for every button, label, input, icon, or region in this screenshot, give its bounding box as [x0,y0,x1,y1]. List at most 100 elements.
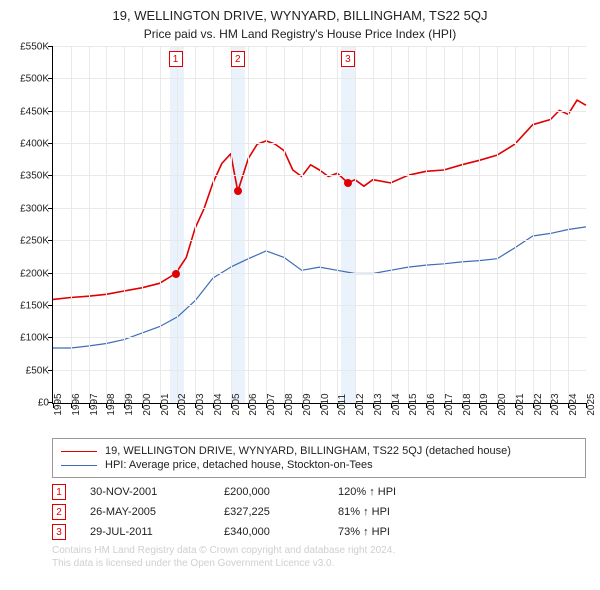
x-gridline [302,47,303,403]
y-axis-label: £0 [38,398,49,409]
legend-box: 19, WELLINGTON DRIVE, WYNYARD, BILLINGHA… [52,438,586,478]
transaction-date: 26-MAY-2005 [90,506,200,518]
marker-flag: 2 [231,51,245,67]
x-gridline [444,47,445,403]
y-axis-label: £50K [26,365,49,376]
x-gridline [177,47,178,403]
x-axis-label: 1998 [106,393,117,415]
y-axis-label: £350K [20,171,49,182]
legend-swatch [61,465,97,466]
x-axis-label: 1997 [89,393,100,415]
x-axis-label: 2021 [515,393,526,415]
x-gridline [320,47,321,403]
transaction-flag: 1 [52,484,66,500]
x-gridline [550,47,551,403]
footer: Contains HM Land Registry data © Crown c… [52,544,586,570]
legend-label: HPI: Average price, detached house, Stoc… [105,459,373,471]
y-axis-label: £500K [20,74,49,85]
x-axis-label: 2000 [142,393,153,415]
title-block: 19, WELLINGTON DRIVE, WYNYARD, BILLINGHA… [0,0,600,41]
chart-area: £0£50K£100K£150K£200K£250K£300K£350K£400… [52,47,586,404]
transaction-ratio: 73% ↑ HPI [338,526,448,538]
x-gridline [408,47,409,403]
x-axis-label: 2016 [426,393,437,415]
x-gridline [497,47,498,403]
transaction-flag: 3 [52,524,66,540]
x-axis-label: 1995 [53,393,64,415]
y-axis-label: £250K [20,236,49,247]
x-gridline [106,47,107,403]
x-gridline [373,47,374,403]
x-axis-label: 2009 [302,393,313,415]
x-gridline [568,47,569,403]
transactions-table: 130-NOV-2001£200,000120% ↑ HPI226-MAY-20… [52,484,586,540]
x-axis-label: 2022 [533,393,544,415]
x-gridline [71,47,72,403]
transaction-date: 29-JUL-2011 [90,526,200,538]
price-marker [172,270,180,278]
x-axis-label: 2025 [586,393,597,415]
x-gridline [160,47,161,403]
y-axis-label: £400K [20,139,49,150]
x-axis-label: 2004 [213,393,224,415]
x-axis-label: 2014 [391,393,402,415]
transaction-ratio: 120% ↑ HPI [338,486,448,498]
y-axis-label: £200K [20,268,49,279]
x-axis-label: 2011 [337,394,348,416]
marker-flag: 1 [169,51,183,67]
x-axis-label: 2023 [550,393,561,415]
x-gridline [231,47,232,403]
x-gridline [355,47,356,403]
x-gridline [266,47,267,403]
legend-label: 19, WELLINGTON DRIVE, WYNYARD, BILLINGHA… [105,445,511,457]
x-axis-label: 2018 [462,393,473,415]
x-axis-label: 2020 [497,393,508,415]
x-gridline [89,47,90,403]
transaction-date: 30-NOV-2001 [90,486,200,498]
x-axis-label: 2012 [355,393,366,415]
transaction-row: 226-MAY-2005£327,22581% ↑ HPI [52,504,586,520]
x-gridline [142,47,143,403]
x-axis-label: 2005 [231,393,242,415]
x-axis-label: 2002 [177,393,188,415]
price-marker [234,187,242,195]
y-axis-label: £150K [20,300,49,311]
chart-container: 19, WELLINGTON DRIVE, WYNYARD, BILLINGHA… [0,0,600,590]
y-axis-label: £550K [20,42,49,53]
transaction-row: 329-JUL-2011£340,00073% ↑ HPI [52,524,586,540]
y-axis-label: £100K [20,333,49,344]
x-gridline [515,47,516,403]
x-gridline [248,47,249,403]
y-axis-label: £450K [20,106,49,117]
x-gridline [426,47,427,403]
legend-swatch [61,451,97,452]
x-gridline [284,47,285,403]
footer-line-2: This data is licensed under the Open Gov… [52,557,586,570]
x-axis-label: 2003 [195,393,206,415]
footer-line-1: Contains HM Land Registry data © Crown c… [52,544,586,557]
x-axis-label: 2019 [479,393,490,415]
x-axis-label: 2010 [320,393,331,415]
x-gridline [213,47,214,403]
x-axis-label: 2015 [408,393,419,415]
x-gridline [337,47,338,403]
legend-row: 19, WELLINGTON DRIVE, WYNYARD, BILLINGHA… [61,445,577,457]
price-marker [344,179,352,187]
x-gridline [462,47,463,403]
transaction-price: £327,225 [224,506,314,518]
x-axis-label: 1996 [71,393,82,415]
x-axis-label: 2008 [284,393,295,415]
x-gridline [195,47,196,403]
x-axis-label: 2017 [444,393,455,415]
y-axis-label: £300K [20,203,49,214]
transaction-ratio: 81% ↑ HPI [338,506,448,518]
legend-row: HPI: Average price, detached house, Stoc… [61,459,577,471]
x-axis-label: 1999 [124,393,135,415]
x-gridline [479,47,480,403]
marker-flag: 3 [341,51,355,67]
x-gridline [533,47,534,403]
x-axis-label: 2001 [160,393,171,415]
transaction-price: £200,000 [224,486,314,498]
x-axis-label: 2007 [266,393,277,415]
x-axis-label: 2013 [373,393,384,415]
